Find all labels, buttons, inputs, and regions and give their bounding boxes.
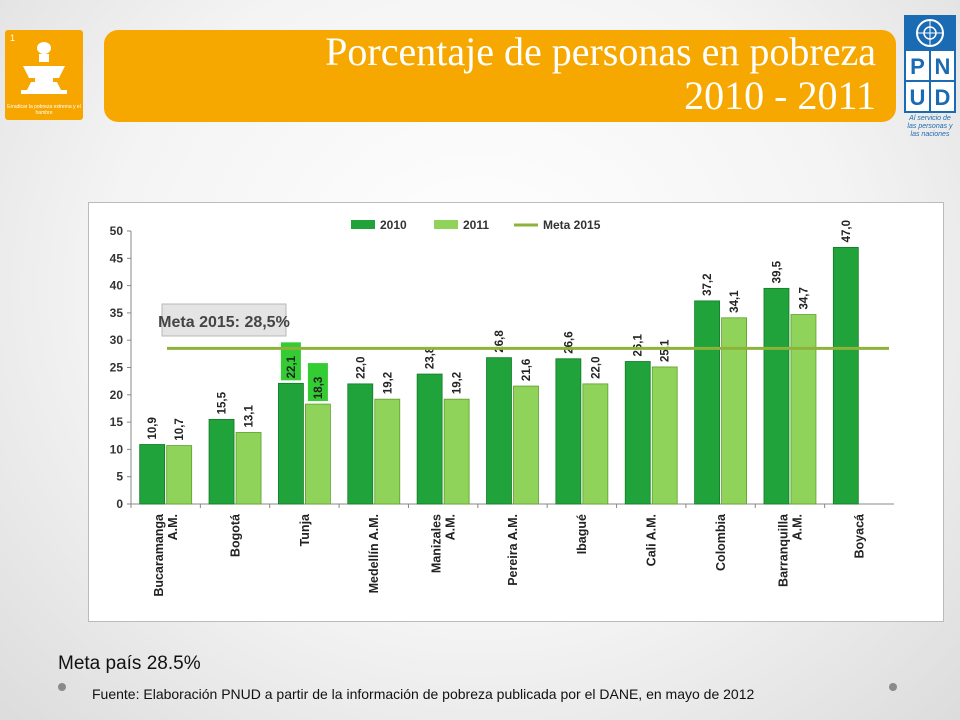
- bar-2010: [208, 418, 235, 505]
- bar-2011: [721, 317, 747, 505]
- goal-number: 1: [10, 33, 16, 43]
- page-title-line1: Porcentaje de personas en pobreza: [325, 29, 876, 74]
- x-category-label: A.M.: [790, 514, 804, 540]
- data-label: 19,2: [382, 372, 394, 394]
- data-label: 21,6: [521, 359, 533, 381]
- bar-2010: [278, 382, 304, 505]
- poverty-chart: 0 5 10 15 20 25 30 35 40 45 50 10,9 10,7 Bucaramanga A…: [88, 202, 944, 622]
- undp-emblem-icon: P N U D: [904, 15, 956, 113]
- data-label: 34,7: [798, 287, 810, 309]
- x-category-label: Tunja: [298, 513, 312, 546]
- legend-label: Meta 2015: [543, 218, 601, 232]
- y-tick-label: 35: [110, 306, 124, 320]
- x-category-label: Medellín A.M.: [367, 514, 381, 593]
- x-category-label: Pereira A.M.: [506, 514, 520, 586]
- annotation-label: Meta 2015: 28,5%: [158, 314, 290, 331]
- data-label: 15,5: [217, 391, 229, 414]
- x-category-label: Cali A.M.: [645, 514, 659, 566]
- bar-2011: [235, 432, 262, 505]
- bar-2010: [555, 358, 582, 505]
- bullet-dot-left: [58, 683, 66, 691]
- bar-2011: [166, 445, 193, 505]
- bar-2010: [139, 444, 166, 505]
- data-label: 10,9: [147, 417, 159, 439]
- x-category-label: Boyacá: [853, 514, 867, 559]
- x-category-label: A.M.: [444, 514, 458, 540]
- bar-2011: [305, 403, 331, 505]
- highlight-label-box: [307, 363, 328, 402]
- y-tick-label: 30: [110, 333, 124, 347]
- data-label: 10,7: [174, 418, 186, 440]
- undp-logo: P N U D Al servicio de las personas y la…: [904, 15, 956, 145]
- bar-2010: [416, 373, 443, 505]
- y-tick-label: 5: [116, 470, 123, 484]
- x-category-label: Colombia: [714, 513, 728, 571]
- undp-letter-n: N: [935, 54, 951, 79]
- x-category-label: Bucaramanga: [152, 513, 166, 597]
- goal-caption: Erradicar la pobreza extrema y el hambre: [7, 104, 81, 116]
- y-tick-label: 10: [110, 442, 124, 456]
- bowl-icon: [21, 42, 67, 94]
- bar-2010: [624, 361, 651, 505]
- legend-swatch: [351, 220, 375, 229]
- y-tick-label: 40: [110, 279, 124, 293]
- data-label: 26,1: [633, 334, 645, 357]
- bar-2011: [582, 383, 609, 505]
- bar-2011: [513, 385, 539, 505]
- data-label: 37,2: [702, 273, 714, 295]
- data-label: 26,6: [563, 331, 575, 353]
- undp-letter-d: D: [935, 85, 951, 110]
- data-label: 47,0: [841, 220, 853, 242]
- bar-2010: [486, 357, 512, 505]
- source-note: Fuente: Elaboración PNUD a partir de la …: [92, 686, 755, 702]
- meta-note: Meta país 28.5%: [58, 653, 201, 674]
- y-tick-label: 45: [110, 251, 124, 265]
- bar-2010: [832, 246, 859, 505]
- data-label: 25,1: [660, 339, 672, 362]
- title-banner: Porcentaje de personas en pobreza 2010 -…: [104, 30, 896, 122]
- annotation-box: [161, 303, 287, 337]
- legend-label: 2010: [380, 218, 407, 232]
- bar-2010: [347, 383, 374, 505]
- data-label: 13,1: [244, 404, 256, 427]
- y-tick-label: 0: [116, 497, 123, 511]
- x-category-label: Manizales: [430, 514, 444, 573]
- bar-2011: [651, 366, 678, 505]
- bar-2010: [694, 300, 720, 505]
- y-tick-label: 50: [110, 224, 124, 238]
- y-tick-label: 15: [110, 415, 124, 429]
- x-category-label: Barranquilla: [776, 513, 790, 587]
- y-tick-label: 25: [110, 361, 124, 375]
- data-label: 23,8: [425, 346, 437, 369]
- data-label: 22,0: [590, 356, 602, 378]
- data-label: 22,1: [286, 355, 298, 378]
- highlight-label-box: [280, 342, 301, 381]
- bar-2011: [443, 398, 470, 505]
- undp-letter-p: P: [910, 54, 925, 79]
- undp-caption: Al servicio de las personas y las nacion…: [907, 115, 953, 138]
- data-label: 19,2: [452, 372, 464, 394]
- data-label: 34,1: [729, 290, 741, 313]
- data-label: 18,3: [313, 377, 325, 399]
- bar-2011: [374, 398, 401, 505]
- x-category-label: A.M.: [166, 514, 180, 540]
- legend-swatch: [434, 220, 458, 229]
- bullet-dot-right: [889, 683, 897, 691]
- data-label: 22,0: [355, 356, 367, 378]
- legend-label: 2011: [463, 218, 489, 232]
- y-tick-label: 20: [110, 388, 124, 402]
- x-category-label: Ibagué: [575, 514, 589, 554]
- bar-2011: [790, 314, 817, 505]
- bar-2010: [763, 287, 790, 505]
- undp-letter-u: U: [910, 85, 926, 110]
- page-title-line2: 2010 - 2011: [684, 73, 876, 118]
- mdg-goal-logo: 1 Erradicar la pobreza extrema y el hamb…: [5, 30, 83, 120]
- data-label: 39,5: [771, 260, 783, 283]
- x-category-label: Bogotá: [228, 514, 242, 557]
